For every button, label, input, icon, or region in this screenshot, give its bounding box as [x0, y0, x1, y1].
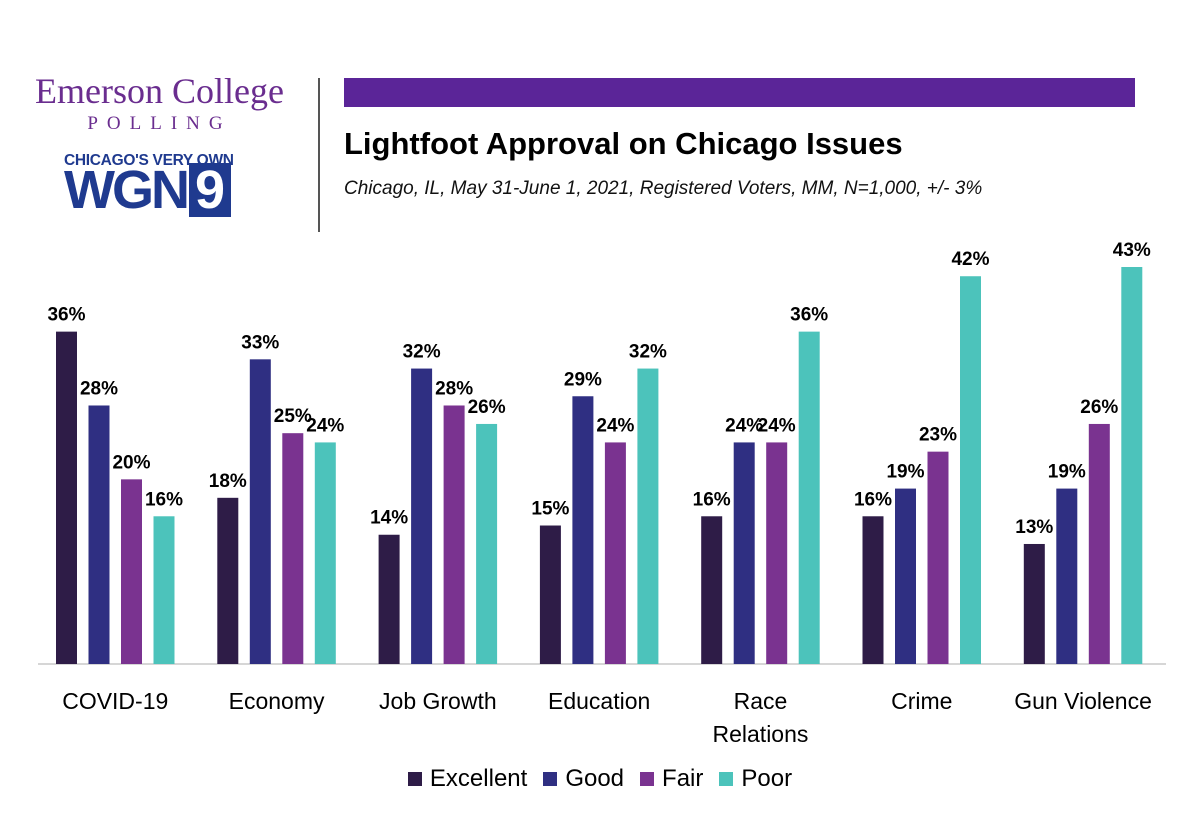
- data-label: 43%: [1113, 240, 1151, 261]
- bar: [701, 516, 723, 664]
- data-label: 20%: [112, 452, 150, 473]
- x-tick-label: Crime: [891, 688, 952, 714]
- emerson-logo-text: Emerson College: [35, 71, 284, 111]
- bar: [766, 442, 788, 664]
- data-label: 42%: [951, 249, 989, 270]
- polling-logo-text: POLLING: [87, 113, 232, 134]
- bar: [282, 433, 304, 664]
- bar: [604, 442, 626, 664]
- bar: [153, 516, 175, 664]
- data-label: 16%: [693, 489, 731, 510]
- x-tick-label: Race: [734, 688, 788, 714]
- x-tick-label: Job Growth: [379, 688, 497, 714]
- data-label: 15%: [531, 499, 569, 520]
- bar: [960, 276, 981, 664]
- bar: [56, 331, 77, 664]
- data-label: 25%: [274, 406, 312, 427]
- x-tick-label: COVID-19: [62, 688, 168, 714]
- bar: [927, 451, 949, 664]
- data-label: 26%: [468, 397, 506, 418]
- chart-legend: Excellent Good Fair Poor: [0, 765, 1200, 793]
- data-label: 24%: [596, 415, 634, 436]
- x-tick-label: Gun Violence: [1014, 688, 1152, 714]
- wgn-number: 9: [188, 163, 232, 217]
- bar: [572, 396, 594, 664]
- bar: [1056, 488, 1078, 664]
- bar: [88, 405, 110, 664]
- bar: [539, 525, 561, 664]
- legend-item-good: Good: [543, 765, 624, 793]
- bar: [249, 359, 271, 664]
- data-label: 28%: [435, 378, 473, 399]
- bar: [733, 442, 755, 664]
- x-tick-label: Relations: [713, 721, 809, 747]
- legend-swatch: [543, 772, 558, 786]
- data-label: 18%: [209, 471, 247, 492]
- data-label: 19%: [886, 462, 924, 483]
- data-label: 28%: [80, 378, 118, 399]
- data-label: 23%: [919, 425, 957, 446]
- bar: [862, 516, 884, 664]
- bar: [1023, 543, 1045, 664]
- bar: [217, 497, 239, 664]
- data-label: 29%: [564, 369, 602, 390]
- bar: [1121, 267, 1143, 664]
- data-label: 26%: [1080, 397, 1118, 418]
- data-label: 24%: [758, 415, 796, 436]
- wgn-logo: WGN 9: [64, 160, 232, 220]
- bar: [411, 368, 433, 664]
- bar: [314, 442, 336, 664]
- data-label: 13%: [1015, 517, 1053, 538]
- bar: [895, 488, 916, 664]
- legend-label: Poor: [741, 765, 793, 792]
- legend-swatch: [719, 772, 734, 786]
- legend-item-fair: Fair: [640, 765, 703, 793]
- data-label: 14%: [370, 508, 408, 529]
- data-label: 33%: [241, 332, 279, 353]
- chart-title: Lightfoot Approval on Chicago Issues: [344, 126, 903, 161]
- header-divider: [318, 78, 320, 232]
- bar: [443, 405, 465, 664]
- legend-swatch: [407, 772, 422, 786]
- bar: [476, 423, 498, 664]
- bar: [121, 479, 142, 664]
- data-label: 36%: [790, 305, 828, 326]
- data-label: 16%: [854, 489, 892, 510]
- data-label: 16%: [145, 489, 183, 510]
- data-label: 36%: [47, 305, 85, 326]
- legend-swatch: [640, 772, 655, 786]
- chart-subtitle: Chicago, IL, May 31-June 1, 2021, Regist…: [344, 178, 983, 199]
- legend-label: Good: [565, 765, 625, 792]
- bar: [378, 534, 400, 664]
- legend-item-poor: Poor: [719, 765, 792, 793]
- data-label: 19%: [1048, 462, 1086, 483]
- data-label: 32%: [629, 342, 667, 363]
- legend-label: Excellent: [429, 765, 528, 792]
- bar: [637, 368, 659, 664]
- legend-label: Fair: [662, 765, 704, 792]
- bar: [1088, 423, 1110, 664]
- x-tick-label: Economy: [229, 688, 325, 714]
- x-tick-label: Education: [548, 688, 650, 714]
- data-label: 24%: [306, 415, 344, 436]
- data-label: 24%: [725, 415, 763, 436]
- data-label: 32%: [403, 342, 441, 363]
- wgn-letters: WGN: [64, 160, 190, 220]
- legend-item-excellent: Excellent: [407, 765, 528, 793]
- bar: [798, 331, 820, 664]
- title-banner: [344, 78, 1135, 107]
